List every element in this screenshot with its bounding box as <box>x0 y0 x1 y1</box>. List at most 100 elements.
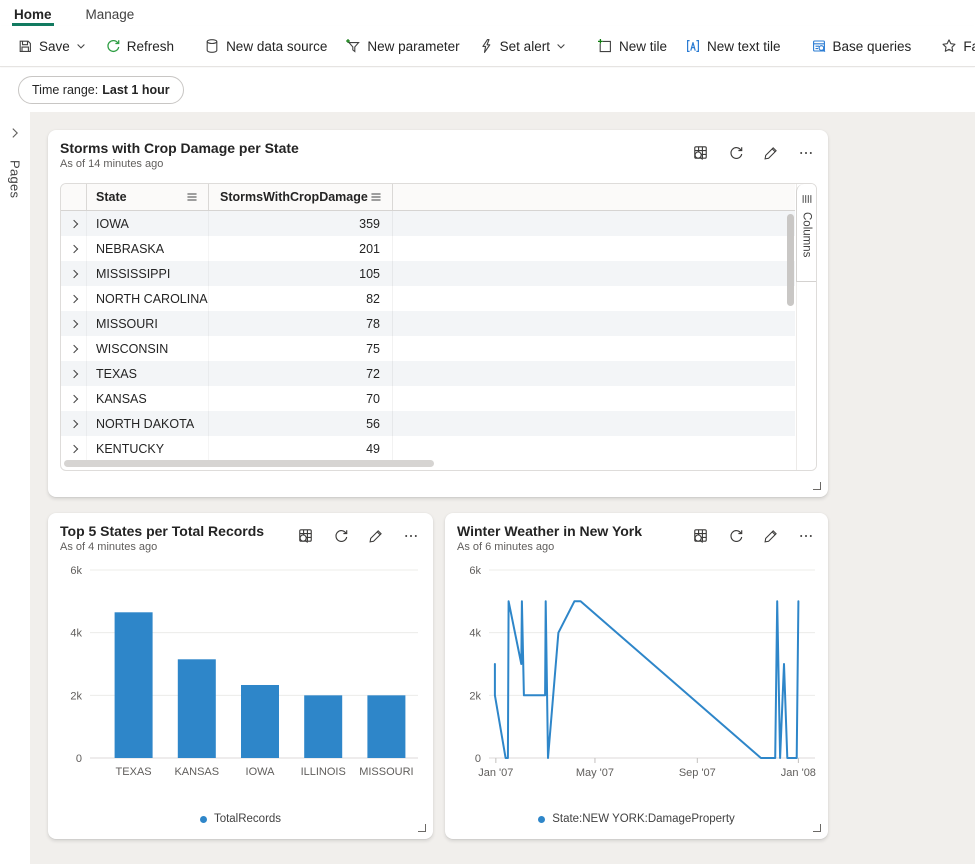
new-data-source-button[interactable]: New data source <box>195 33 336 59</box>
table-body: IOWA 359 NEBRASKA 201 MISSISSIPPI 105 NORTH CA… <box>61 211 795 461</box>
column-menu-icon[interactable] <box>368 189 384 205</box>
row-filler <box>393 211 795 236</box>
y-tick-label: 0 <box>475 753 481 765</box>
row-expand-chevron-icon[interactable] <box>69 244 78 253</box>
table-row[interactable]: MISSISSIPPI 105 <box>61 261 795 286</box>
bar-kansas[interactable] <box>177 659 216 758</box>
tab-home[interactable]: Home <box>12 4 54 26</box>
columns-panel-tab[interactable]: Columns <box>796 184 816 282</box>
refresh-button[interactable]: Refresh <box>96 33 183 59</box>
more-icon[interactable] <box>401 526 421 546</box>
bar-illinois[interactable] <box>304 695 343 758</box>
row-expand-chevron-icon[interactable] <box>69 394 78 403</box>
row-filler <box>393 436 795 461</box>
horizontal-scrollbar-thumb[interactable] <box>64 460 434 467</box>
row-expand-chevron-icon[interactable] <box>69 344 78 353</box>
column-menu-icon[interactable] <box>184 189 200 205</box>
table-scroll-area: State StormsWithCropDamage IOWA 359 NEBRAS… <box>61 184 795 470</box>
value-cell: 201 <box>209 236 393 261</box>
columns-tab-label: Columns <box>800 212 813 258</box>
save-button[interactable]: Save <box>8 33 96 59</box>
dashboard-canvas: Pages Storms with Crop Damage per State … <box>0 112 975 864</box>
chart-legend[interactable]: State:NEW YORK:DamageProperty <box>445 813 828 825</box>
state-cell: KENTUCKY <box>87 436 209 461</box>
more-icon[interactable] <box>796 526 816 546</box>
bar-missouri[interactable] <box>367 695 406 758</box>
value-cell: 49 <box>209 436 393 461</box>
bar-iowa[interactable] <box>241 684 279 758</box>
y-tick-label: 2k <box>469 690 481 702</box>
save-label: Save <box>39 38 70 54</box>
tile-resize-handle[interactable] <box>418 824 426 832</box>
table-row[interactable]: NEBRASKA 201 <box>61 236 795 261</box>
column-header-label: StormsWithCropDamage <box>220 190 368 204</box>
explore-data-icon[interactable] <box>690 525 711 546</box>
chart-legend[interactable]: TotalRecords <box>48 813 433 825</box>
x-category-label: MISSOURI <box>359 766 413 778</box>
new-tile-button[interactable]: New tile <box>588 33 676 59</box>
legend-label: TotalRecords <box>213 813 282 825</box>
refresh-tile-icon[interactable] <box>726 526 746 546</box>
legend-label: State:NEW YORK:DamageProperty <box>552 813 735 825</box>
table-row[interactable]: KENTUCKY 49 <box>61 436 795 461</box>
expander-column-header <box>61 184 87 210</box>
new-tile-label: New tile <box>618 38 667 54</box>
table-row[interactable]: NORTH CAROLINA 82 <box>61 286 795 311</box>
refresh-tile-icon[interactable] <box>726 143 746 163</box>
refresh-icon <box>105 38 121 54</box>
tab-manage[interactable]: Manage <box>85 7 135 22</box>
save-icon <box>17 38 33 54</box>
row-expand-chevron-icon[interactable] <box>69 269 78 278</box>
tile-top5-bar-chart: Top 5 States per Total Records As of 4 m… <box>48 513 433 839</box>
table-row[interactable]: WISCONSIN 75 <box>61 336 795 361</box>
expand-pages-chevron-icon[interactable] <box>8 126 22 140</box>
tile-header: Winter Weather in New York As of 6 minut… <box>445 513 828 553</box>
table-row[interactable]: NORTH DAKOTA 56 <box>61 411 795 436</box>
table-row[interactable]: TEXAS 72 <box>61 361 795 386</box>
state-cell: KANSAS <box>87 386 209 411</box>
new-text-tile-button[interactable]: New text tile <box>676 33 790 59</box>
time-range-filter[interactable]: Time range: Last 1 hour <box>18 76 184 104</box>
line-series[interactable] <box>493 600 800 759</box>
legend-dot-icon <box>199 815 207 823</box>
x-tick-label: Jan '07 <box>478 767 513 779</box>
more-icon[interactable] <box>796 143 816 163</box>
explore-data-icon[interactable] <box>295 525 316 546</box>
x-category-label: KANSAS <box>174 766 219 778</box>
edit-icon[interactable] <box>761 143 781 163</box>
value-cell: 78 <box>209 311 393 336</box>
row-expand-chevron-icon[interactable] <box>69 294 78 303</box>
new-data-source-label: New data source <box>226 38 328 54</box>
edit-icon[interactable] <box>761 526 781 546</box>
command-toolbar: Save Refresh New data source New paramet… <box>0 26 975 67</box>
state-cell: IOWA <box>87 211 209 236</box>
bar-chart: 0 2k 4k 6k TEXAS KANSAS IOWA ILLINOIS MISSOURI <box>70 565 418 778</box>
row-expand-chevron-icon[interactable] <box>69 319 78 328</box>
explore-data-icon[interactable] <box>690 142 711 163</box>
pages-rail-label: Pages <box>7 160 23 199</box>
table-row[interactable]: MISSOURI 78 <box>61 311 795 336</box>
text-tile-icon <box>685 38 701 54</box>
chevron-down-icon <box>75 40 87 52</box>
line-chart: 0 2k 4k 6k Jan '07 May '07 Sep '07 Jan '08 <box>469 565 816 779</box>
new-parameter-button[interactable]: New parameter <box>336 33 468 59</box>
edit-icon[interactable] <box>366 526 386 546</box>
table-row[interactable]: KANSAS 70 <box>61 386 795 411</box>
vertical-scrollbar-thumb[interactable] <box>787 214 794 306</box>
refresh-tile-icon[interactable] <box>331 526 351 546</box>
base-queries-label: Base queries <box>832 38 912 54</box>
row-expand-chevron-icon[interactable] <box>69 444 78 453</box>
row-expand-chevron-icon[interactable] <box>69 419 78 428</box>
favorite-button[interactable]: Favorite <box>932 33 975 59</box>
tile-resize-handle[interactable] <box>813 482 821 490</box>
tile-as-of: As of 4 minutes ago <box>60 541 158 553</box>
row-expand-chevron-icon[interactable] <box>69 369 78 378</box>
base-queries-button[interactable]: Base queries <box>802 33 921 59</box>
tile-resize-handle[interactable] <box>813 824 821 832</box>
set-alert-button[interactable]: Set alert <box>469 33 576 59</box>
x-tick-label: Sep '07 <box>679 767 716 779</box>
row-expand-chevron-icon[interactable] <box>69 219 78 228</box>
table-row[interactable]: IOWA 359 <box>61 211 795 236</box>
bar-texas[interactable] <box>114 612 153 758</box>
tile-title: Storms with Crop Damage per State <box>60 140 299 156</box>
